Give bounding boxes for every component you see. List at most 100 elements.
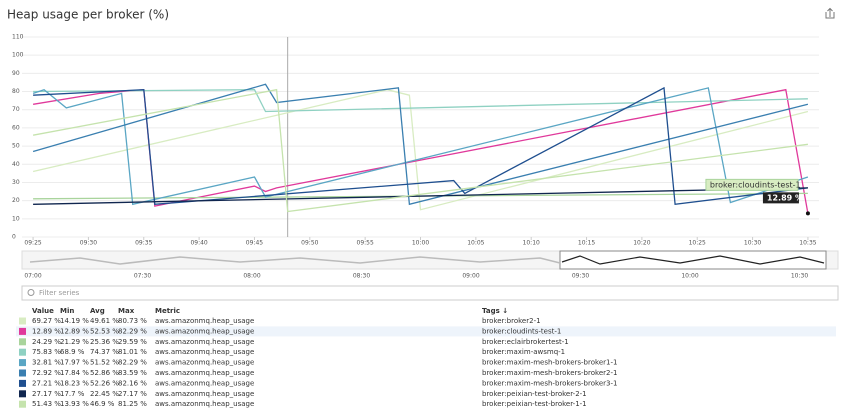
navigator-tick-label: 09:30 bbox=[572, 273, 589, 280]
color-swatch bbox=[19, 338, 26, 346]
y-tick-label: 90 bbox=[12, 70, 20, 77]
table-cell: aws.amazonmq.heap_usage bbox=[155, 327, 254, 335]
table-cell: 13.93 % bbox=[60, 400, 89, 408]
x-tick-label: 09:55 bbox=[357, 240, 374, 247]
table-cell: 52.26 % bbox=[90, 379, 119, 387]
color-swatch bbox=[19, 348, 26, 356]
table-cell: 49.61 % bbox=[90, 317, 119, 325]
y-tick-label: 70 bbox=[12, 106, 20, 113]
series-line bbox=[33, 187, 808, 205]
navigator-tick-label: 09:00 bbox=[462, 273, 479, 280]
table-cell: 80.73 % bbox=[118, 317, 147, 325]
y-tick-label: 110 bbox=[12, 34, 24, 41]
table-cell: 51.43 % bbox=[32, 400, 61, 408]
navigator-tick-label: 10:00 bbox=[681, 273, 698, 280]
table-cell: 27.17 % bbox=[118, 390, 147, 398]
table-cell: 81.25 % bbox=[118, 400, 147, 408]
table-cell: 12.89 % bbox=[60, 327, 89, 335]
share-icon[interactable] bbox=[825, 7, 835, 19]
table-cell: 12.89 % bbox=[32, 327, 61, 335]
table-cell: 29.59 % bbox=[118, 338, 147, 346]
search-icon bbox=[27, 289, 35, 296]
table-cell: 69.27 % bbox=[32, 317, 61, 325]
table-cell: aws.amazonmq.heap_usage bbox=[155, 379, 254, 387]
table-cell: 52.53 % bbox=[90, 327, 119, 335]
color-swatch bbox=[19, 317, 26, 325]
color-swatch bbox=[19, 390, 26, 398]
table-cell: 72.92 % bbox=[32, 369, 61, 377]
x-tick-label: 09:45 bbox=[246, 240, 263, 247]
x-tick-label: 09:35 bbox=[135, 240, 152, 247]
x-tick-label: 09:25 bbox=[24, 240, 41, 247]
series-line bbox=[32, 87, 809, 206]
x-tick-label: 10:05 bbox=[467, 240, 484, 247]
table-cell: aws.amazonmq.heap_usage bbox=[155, 359, 254, 367]
table-cell: aws.amazonmq.heap_usage bbox=[155, 369, 254, 377]
navigator-tick-label: 07:30 bbox=[134, 273, 151, 280]
table-cell: 17.7 % bbox=[60, 390, 85, 398]
tooltip-value-box bbox=[762, 192, 799, 204]
y-tick-label: 40 bbox=[12, 161, 20, 168]
tag-cell: broker:cloudints-test-1 bbox=[482, 327, 561, 335]
table-cell: aws.amazonmq.heap_usage bbox=[155, 338, 254, 346]
x-tick-label: 09:30 bbox=[80, 240, 97, 247]
navigator-overview bbox=[29, 256, 561, 265]
tag-cell: broker:broker2-1 bbox=[482, 317, 541, 325]
y-tick-label: 10 bbox=[12, 215, 20, 222]
table-cell: 51.52 % bbox=[90, 359, 119, 367]
table-cell: 75.83 % bbox=[32, 348, 61, 356]
series-line bbox=[33, 86, 808, 206]
table-cell: 32.81 % bbox=[32, 359, 61, 367]
navigator-tick-label: 08:00 bbox=[243, 273, 260, 280]
table-cell: aws.amazonmq.heap_usage bbox=[155, 348, 254, 356]
table-cell: 22.45 % bbox=[90, 390, 119, 398]
navigator-tick-label: 07:00 bbox=[24, 273, 41, 280]
table-cell: 21.29 % bbox=[60, 338, 89, 346]
tooltip-label-box bbox=[705, 178, 799, 191]
column-header: Value bbox=[32, 307, 54, 315]
table-cell: aws.amazonmq.heap_usage bbox=[155, 317, 254, 325]
table-cell: 17.84 % bbox=[60, 369, 89, 377]
filter-input[interactable] bbox=[21, 285, 839, 301]
column-header: Max bbox=[118, 307, 135, 315]
table-cell: aws.amazonmq.heap_usage bbox=[155, 390, 254, 398]
table-cell: 27.17 % bbox=[32, 390, 61, 398]
tag-cell: broker:peixian-test-broker-2-1 bbox=[482, 390, 587, 398]
color-swatch bbox=[19, 369, 26, 377]
x-tick-label: 09:40 bbox=[190, 240, 207, 247]
tag-cell: broker:peixian-test-broker-1-1 bbox=[482, 400, 587, 408]
column-header: Tags ↓ bbox=[482, 307, 508, 315]
column-header: Min bbox=[60, 307, 74, 315]
table-cell: 27.21 % bbox=[32, 379, 61, 387]
hover-point bbox=[805, 211, 810, 216]
table-cell: 52.86 % bbox=[90, 369, 119, 377]
tag-cell: broker:maxim-mesh-brokers-broker2-1 bbox=[482, 369, 617, 377]
x-tick-label: 09:50 bbox=[301, 240, 318, 247]
x-tick-label: 10:25 bbox=[689, 240, 706, 247]
navigator-overview bbox=[561, 255, 825, 265]
filter-placeholder: Filter series bbox=[39, 289, 80, 297]
table-cell: 14.19 % bbox=[60, 317, 89, 325]
y-tick-label: 80 bbox=[12, 88, 20, 95]
table-cell: 83.59 % bbox=[118, 369, 147, 377]
tooltip-value: 12.89 % bbox=[767, 193, 803, 202]
y-tick-label: 60 bbox=[12, 124, 20, 131]
tag-cell: broker:maxim-mesh-brokers-broker1-1 bbox=[482, 359, 617, 367]
table-cell: 18.23 % bbox=[60, 379, 89, 387]
x-tick-label: 10:35 bbox=[799, 240, 816, 247]
x-tick-label: 10:20 bbox=[633, 240, 650, 247]
x-tick-label: 10:10 bbox=[523, 240, 540, 247]
tag-cell: broker:eclairbrokertest-1 bbox=[482, 338, 569, 346]
color-swatch bbox=[19, 400, 26, 408]
table-cell: 82.29 % bbox=[118, 359, 147, 367]
table-cell: 68.9 % bbox=[60, 348, 85, 356]
color-swatch bbox=[19, 379, 26, 387]
tag-cell: broker:maxim-awsmq-1 bbox=[482, 348, 565, 356]
series-line bbox=[32, 88, 809, 214]
table-cell: aws.amazonmq.heap_usage bbox=[155, 400, 254, 408]
y-tick-label: 100 bbox=[12, 52, 24, 59]
column-header: Metric bbox=[155, 307, 180, 315]
x-tick-label: 10:00 bbox=[412, 240, 429, 247]
y-tick-label: 30 bbox=[12, 179, 20, 186]
